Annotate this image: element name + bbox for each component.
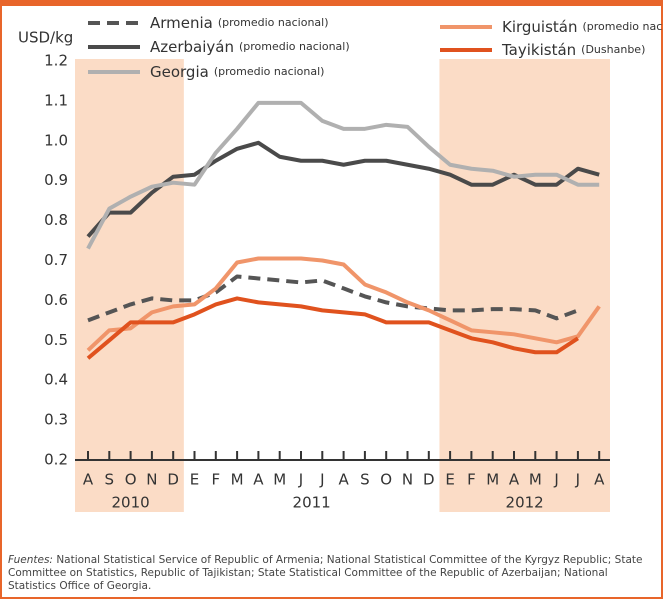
x-tick-label: N xyxy=(402,471,413,489)
y-tick-label: 0.8 xyxy=(44,211,68,229)
source-note: Fuentes: National Statistical Service of… xyxy=(8,554,648,593)
x-tick-label: A xyxy=(594,471,605,489)
y-tick-label: 1.2 xyxy=(44,52,68,70)
y-tick-label: 0.9 xyxy=(44,171,68,189)
y-tick-label: 1.0 xyxy=(44,131,68,149)
y-axis-label: USD/kg xyxy=(18,29,73,47)
y-tick-label: 0.5 xyxy=(44,331,68,349)
legend-note: (promedio nacional) xyxy=(239,40,350,53)
x-tick-label: F xyxy=(467,471,476,489)
x-tick-label: J xyxy=(298,471,303,489)
x-tick-label: M xyxy=(231,471,244,489)
y-tick-label: 0.4 xyxy=(44,371,68,389)
x-tick-label: M xyxy=(529,471,542,489)
x-tick-label: E xyxy=(190,471,199,489)
x-tick-label: J xyxy=(319,471,324,489)
series-line xyxy=(86,100,600,250)
x-tick-label: E xyxy=(445,471,454,489)
source-text: National Statistical Service of Republic… xyxy=(8,554,643,592)
legend-note: (promedio nacional) xyxy=(214,65,325,78)
x-tick-label: J xyxy=(553,471,558,489)
legend-note: (Dushanbe) xyxy=(581,43,645,56)
legend-label: Tayikistán (Dushanbe) xyxy=(501,41,645,59)
x-tick-label: S xyxy=(105,471,115,489)
source-label: Fuentes: xyxy=(8,554,53,566)
x-tick-label: D xyxy=(423,471,435,489)
x-tick-label: O xyxy=(125,471,137,489)
series-line xyxy=(86,296,579,360)
year-label: 2012 xyxy=(506,494,544,512)
x-tick-label: J xyxy=(575,471,580,489)
legend-note: (promedio nacional) xyxy=(218,16,329,29)
legend-name: Kirguistán xyxy=(502,18,578,36)
x-tick-label: A xyxy=(338,471,349,489)
series-line xyxy=(86,256,601,352)
y-tick-label: 0.2 xyxy=(44,451,68,469)
x-tick-label: A xyxy=(253,471,264,489)
year-label: 2011 xyxy=(293,494,331,512)
legend-name: Georgia xyxy=(150,63,209,81)
x-tick-label: A xyxy=(509,471,520,489)
y-tick-label: 0.6 xyxy=(44,291,68,309)
y-tick-label: 1.1 xyxy=(44,91,68,109)
y-tick-label: 0.3 xyxy=(44,411,68,429)
x-tick-label: A xyxy=(83,471,94,489)
y-tick-label: 0.7 xyxy=(44,251,68,269)
legend-note: (promedio nacional) xyxy=(583,20,663,33)
legend-label: Armenia (promedio nacional) xyxy=(150,14,329,32)
series-line xyxy=(87,274,579,323)
legend-label: Georgia (promedio nacional) xyxy=(150,63,324,81)
legend-label: Kirguistán (promedio nacional) xyxy=(502,18,663,36)
x-tick-label: O xyxy=(380,471,392,489)
x-tick-label: D xyxy=(167,471,179,489)
x-tick-label: M xyxy=(486,471,499,489)
legend-label: Azerbaiyán (promedio nacional) xyxy=(150,38,350,56)
x-tick-label: S xyxy=(360,471,370,489)
x-tick-label: N xyxy=(146,471,157,489)
legend-name: Azerbaiyán xyxy=(150,38,234,56)
top-rule xyxy=(0,0,663,6)
legend-name: Armenia xyxy=(150,14,213,32)
year-shade xyxy=(439,59,610,512)
year-label: 2010 xyxy=(112,494,150,512)
legend-name: Tayikistán xyxy=(501,41,576,59)
year-shade xyxy=(75,59,184,512)
x-tick-label: M xyxy=(273,471,286,489)
x-tick-label: F xyxy=(211,471,220,489)
